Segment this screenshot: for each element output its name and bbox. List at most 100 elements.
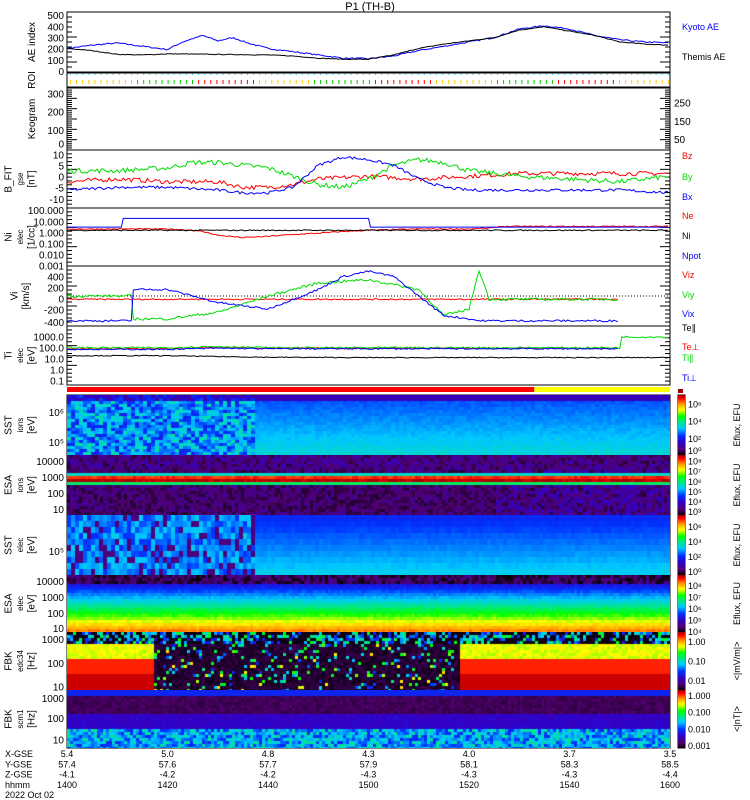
colorbar-title-text: <|nT|> — [732, 706, 742, 732]
colorbar-tick-label: 10⁴ — [688, 627, 702, 637]
y-tick-label: 100.000 — [28, 206, 65, 217]
legend-label: Themis AE — [682, 52, 726, 62]
y-tick-label: 150 — [674, 117, 691, 128]
y-tick-label: 200 — [47, 45, 64, 56]
series-line-viy — [66, 269, 618, 321]
spectrogram-esa_i — [67, 455, 670, 515]
y-tick-label: 10.000 — [33, 217, 64, 228]
colorbar-tick-label: 10⁶ — [688, 477, 702, 487]
colorbar-tick-label: 10⁶ — [688, 400, 702, 410]
footer-value: 3.7 — [563, 749, 576, 759]
axis-label-line: [1/cc] — [27, 225, 38, 249]
footer-row-label: X-GSE — [5, 749, 33, 759]
legend-label: Npot — [682, 251, 702, 261]
colorbar-tick-label: 10⁸ — [688, 581, 702, 591]
colorbar-title: <|nT|> — [732, 706, 742, 732]
axis-label-line: [eV] — [27, 346, 38, 364]
y-tick-label: 0.1 — [50, 377, 64, 388]
colorbar-esa_e — [678, 575, 685, 632]
y-tick-label: -10 — [50, 195, 65, 206]
footer-value: 58.5 — [661, 759, 679, 769]
axis-label-line: FBK — [4, 709, 15, 729]
colorbar-tick-label: 1.00 — [688, 637, 706, 647]
status-bar-yellow — [534, 387, 670, 392]
footer-value: 1520 — [459, 780, 479, 790]
legend-label: Bz — [682, 151, 693, 161]
axis-label-line: SST — [4, 535, 15, 554]
spectrogram-esa_e — [67, 575, 670, 632]
series-line-vix — [66, 270, 618, 323]
y-tick-label: 10000 — [36, 457, 64, 468]
spectrogram-scm — [67, 690, 670, 748]
panel-label-b: B_FIT gse [nT] — [4, 165, 38, 192]
y-tick-label: 100 — [47, 714, 64, 725]
footer-value: 3.5 — [664, 749, 677, 759]
y-tick-label: -200 — [44, 306, 64, 317]
axis-label-line: [eV] — [27, 476, 38, 494]
y-tick-label: 200 — [47, 283, 64, 294]
y-tick-label: 10⁵ — [49, 438, 64, 449]
y-tick-label: 300 — [47, 33, 64, 44]
colorbar-tick-label: 0.100 — [688, 708, 711, 718]
axis-label-line: Ti — [4, 352, 15, 360]
axis-label-line: ESA — [4, 475, 15, 495]
footer-value: 58.3 — [561, 759, 579, 769]
panel-label-scm: FBK scm1 [Hz] — [4, 709, 38, 729]
footer-value: -4.3 — [562, 770, 578, 780]
legend-label: Viy — [682, 290, 695, 300]
y-tick-label: 400 — [47, 22, 64, 33]
colorbar-sst_i — [678, 395, 685, 455]
legend-label: Te∥ — [682, 323, 696, 333]
axis-label-line: Ni — [4, 232, 15, 241]
y-tick-label: 10 — [53, 505, 65, 516]
status-marker — [678, 389, 683, 393]
axis-ticks — [67, 149, 670, 209]
colorbar-scm — [678, 690, 685, 748]
axis-label-line: Vi — [9, 292, 20, 301]
series-line-bx — [66, 156, 669, 195]
footer-value: 4.3 — [362, 749, 375, 759]
y-tick-label: 10 — [53, 151, 65, 162]
panel-label-ae: AE index — [27, 22, 38, 62]
y-tick-label: 1000 — [42, 593, 65, 604]
colorbar-title-text: Eflux, EFU — [732, 463, 742, 506]
panel-label-roi: ROI — [27, 71, 38, 89]
colorbar-tick-label: 10⁷ — [688, 467, 701, 477]
legend-label: By — [682, 172, 693, 182]
y-tick-label: -400 — [44, 318, 64, 329]
colorbar-tick-label: 1.000 — [688, 691, 711, 701]
panel-label-sst_i: SST ions [eV] — [4, 415, 38, 434]
panel-label-ti: Ti elec [eV] — [4, 346, 38, 364]
footer-value: 57.6 — [159, 759, 177, 769]
footer-value: -4.4 — [662, 770, 678, 780]
legend-label: Ni — [682, 231, 691, 241]
colorbar-tick-label: 10⁰ — [688, 446, 702, 456]
colorbar-edc — [678, 632, 685, 690]
status-bar-red — [67, 387, 535, 392]
y-tick-label: 100 — [47, 659, 64, 670]
axis-label-line: elec — [16, 230, 25, 245]
colorbar-tick-label: 10³ — [688, 507, 701, 517]
y-tick-label: 5 — [58, 162, 64, 173]
colorbar-tick-label: 10⁶ — [688, 522, 702, 532]
colorbar-tick-label: 0.001 — [688, 741, 711, 751]
footer-value: 1540 — [559, 780, 579, 790]
colorbar-tick-label: 0.01 — [688, 676, 706, 686]
panel-label-esa_i: ESA ions [eV] — [4, 475, 38, 495]
axis-label-line: B_FIT — [4, 165, 15, 192]
panel-frame-ni — [66, 207, 671, 267]
y-tick-label: 10000 — [36, 577, 64, 588]
colorbar-tick-label: 0.010 — [688, 724, 711, 734]
axis-label-line: Keogram — [27, 99, 38, 140]
y-tick-label: 0.001 — [39, 261, 64, 272]
footer-row-label: hhmm — [5, 780, 30, 790]
y-tick-label: 400 — [47, 272, 64, 283]
axis-label-line: elec — [16, 596, 25, 611]
series-line-themis-ae — [66, 26, 669, 60]
colorbar-tick-label: 10⁰ — [688, 567, 702, 577]
panel-frame-roi — [66, 72, 671, 88]
footer-value: 1440 — [258, 780, 278, 790]
y-tick-label: 1.000 — [39, 228, 64, 239]
